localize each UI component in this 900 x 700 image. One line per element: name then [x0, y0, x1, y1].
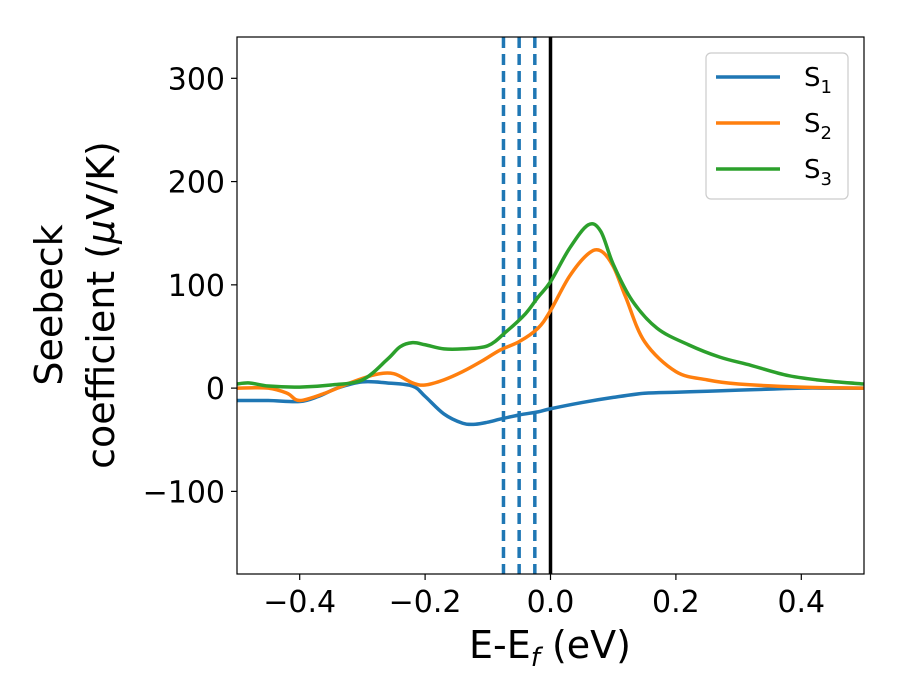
legend-label-s2: S2 — [804, 109, 832, 144]
y-axis-title-text: coefficient ( — [79, 244, 123, 469]
y-axis-title-line1: Seebeck — [27, 224, 71, 385]
y-tick-label: −100 — [143, 475, 225, 510]
y-axis-title-unit: V/K) — [79, 141, 123, 220]
y-axis-title-line2: coefficient (μV/K) — [79, 141, 123, 469]
x-tick-label: −0.2 — [389, 585, 462, 620]
y-axis: −100 0 100 200 300 — [143, 62, 237, 510]
x-tick-label: 0.0 — [527, 585, 575, 620]
legend-label-s1: S1 — [804, 63, 832, 98]
y-axis-title-mu: μ — [79, 220, 123, 245]
series-line-s3 — [237, 222, 864, 389]
y-tick-label: 0 — [206, 372, 225, 407]
y-tick-label: 300 — [168, 62, 225, 97]
vertical-lines — [501, 37, 553, 574]
x-tick-label: −0.4 — [263, 585, 336, 620]
y-tick-label: 200 — [168, 166, 225, 201]
x-tick-label: 0.2 — [652, 585, 700, 620]
x-tick-label: 0.4 — [777, 585, 825, 620]
y-tick-label: 100 — [168, 269, 225, 304]
x-axis-title: E-Ef (eV) — [469, 623, 631, 673]
series-lines — [237, 222, 864, 427]
series-line-s2 — [237, 247, 864, 403]
x-axis-title-main: E-E — [469, 623, 531, 667]
legend-box — [705, 52, 849, 200]
x-axis-title-unit: (eV) — [540, 623, 631, 667]
x-axis: −0.4 −0.2 0.0 0.2 0.4 — [263, 574, 825, 620]
legend: S1 S2 S3 — [705, 52, 849, 200]
legend-label-s3: S3 — [804, 155, 832, 190]
